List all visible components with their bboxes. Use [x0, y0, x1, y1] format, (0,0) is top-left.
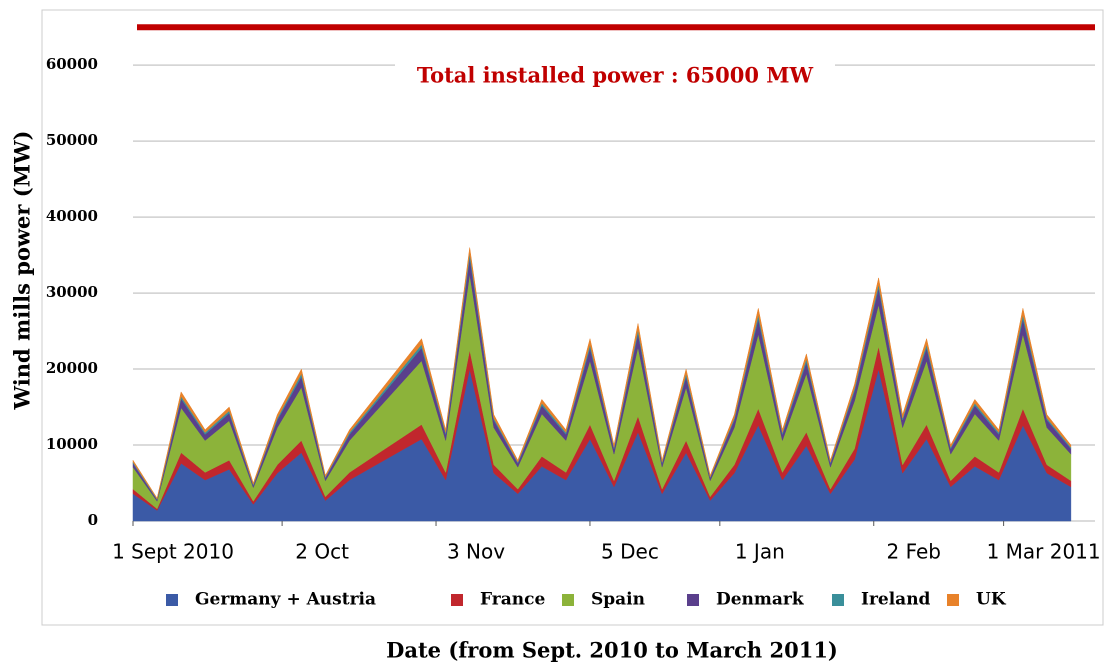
y-tick-label: 30000: [46, 283, 98, 301]
x-tick-label: 2 Oct: [295, 540, 349, 564]
chart-frame: [41, 9, 1104, 626]
legend-swatch: [451, 594, 463, 606]
x-tick-label: 1 Mar 2011: [987, 540, 1101, 564]
annotation-bg: [395, 57, 835, 95]
legend-label: Denmark: [716, 590, 805, 610]
legend-swatch: [947, 594, 959, 606]
legend-swatch: [166, 594, 178, 606]
y-tick-label: 60000: [46, 55, 98, 73]
y-tick-label: 20000: [46, 359, 98, 377]
legend-label: UK: [976, 590, 1007, 610]
area: [132, 247, 1072, 500]
annotation: Total installed power : 65000 MW: [417, 63, 814, 88]
legend-swatch: [562, 594, 574, 606]
x-tick-label: 3 Nov: [447, 540, 505, 564]
legend-swatch: [687, 594, 699, 606]
y-axis-title: Wind mills power (MW): [10, 131, 35, 411]
y-tick-label: 40000: [46, 207, 98, 225]
legend-label: Spain: [591, 590, 645, 610]
x-axis-title: Date (from Sept. 2010 to March 2011): [386, 638, 838, 663]
legend-swatch: [832, 594, 844, 606]
x-tick-label: 5 Dec: [601, 540, 659, 564]
y-tick-label: 50000: [46, 131, 98, 149]
y-tick-label: 10000: [46, 435, 98, 453]
x-tick-label: 1 Sept 2010: [112, 540, 234, 564]
legend-label: France: [480, 590, 545, 610]
legend-label: Germany + Austria: [195, 590, 376, 610]
x-tick-label: 1 Jan: [735, 540, 785, 564]
y-tick-label: 0: [88, 511, 98, 529]
x-tick-label: 2 Feb: [886, 540, 941, 564]
legend-label: Ireland: [861, 590, 931, 610]
